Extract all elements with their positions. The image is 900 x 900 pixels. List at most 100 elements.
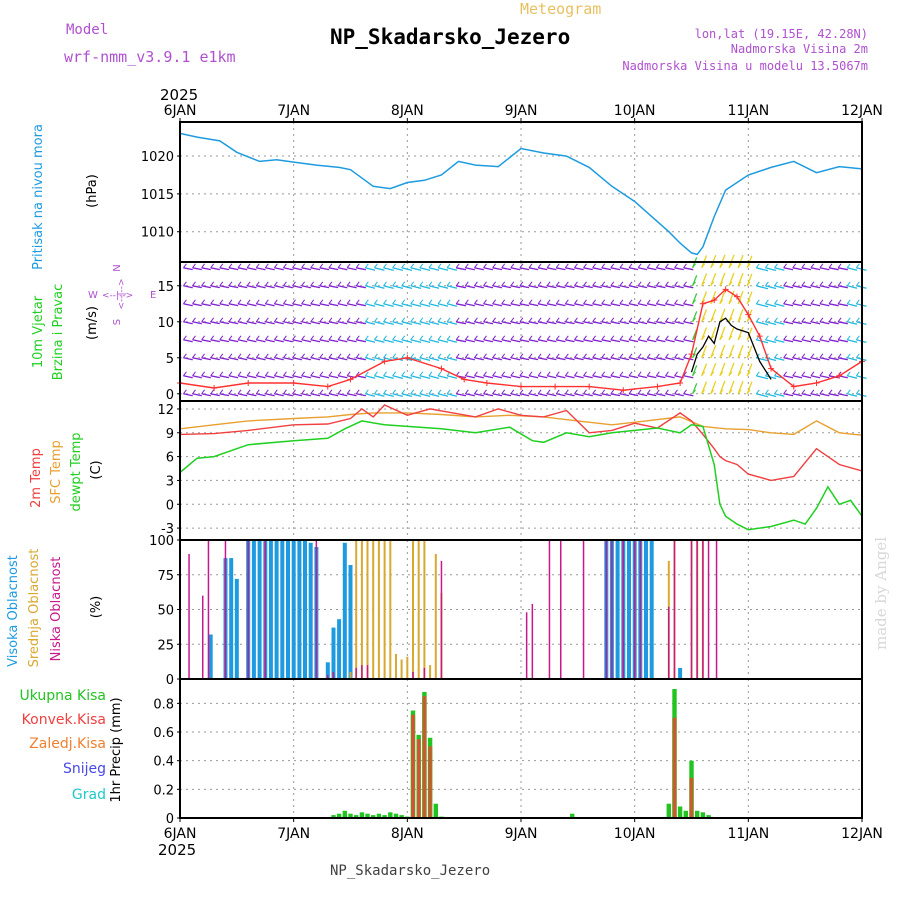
wind-barb-flag <box>310 335 315 341</box>
wind-barb-flag <box>355 371 360 377</box>
wind-barb-flag <box>828 299 833 305</box>
wind-barb-flag <box>501 281 506 287</box>
wind-barb-flag <box>401 299 406 305</box>
wind-barb-flag <box>728 299 733 305</box>
wind-barb <box>737 380 744 395</box>
precip-convective-line <box>690 777 693 818</box>
wind-barb <box>301 357 312 361</box>
wind-barb-flag <box>364 317 369 323</box>
wind-barb-flag <box>837 353 842 359</box>
wind-barb <box>474 339 484 343</box>
wind-barb-flag <box>328 389 333 395</box>
cloud-bar-high <box>291 540 296 679</box>
wind-barb-flag <box>419 371 424 377</box>
wind-barb <box>719 308 726 323</box>
wind-barb <box>256 303 266 307</box>
wind-barb-flag <box>373 353 378 359</box>
cloud-bar-mid <box>406 656 409 679</box>
temp-2m-axis-label: 2m Temp <box>29 448 44 508</box>
wind-barb-flag <box>719 371 724 377</box>
wind-barb <box>556 357 566 361</box>
cloud-bar-low <box>673 540 676 679</box>
wind-barb <box>656 393 666 397</box>
wind-barb <box>574 321 584 325</box>
wind-barb <box>210 393 220 397</box>
wind-barb-flag <box>292 371 296 377</box>
meteogram-label: Meteogram <box>520 0 601 18</box>
wind-barb-flag <box>837 389 842 395</box>
wind-barb-flag <box>610 263 615 269</box>
wind-barb-flag <box>255 389 260 395</box>
wind-barb-flag <box>728 335 733 341</box>
wind-barb-flag <box>692 353 696 359</box>
wind-barb-flag <box>383 281 387 287</box>
wind-barb <box>501 375 512 379</box>
wind-barb-flag <box>674 317 678 323</box>
wind-barb <box>619 321 630 325</box>
wind-barb <box>465 303 475 307</box>
wind-barb-flag <box>392 299 397 305</box>
wind-barb-flag <box>446 389 451 395</box>
wind-barb <box>665 267 675 271</box>
wind-barb <box>619 339 630 343</box>
wind-barb <box>810 357 821 361</box>
wind-barb <box>683 339 694 343</box>
wind-barb <box>465 321 475 325</box>
wind-barb <box>710 380 717 395</box>
wind-barb <box>510 321 521 325</box>
wind-barb <box>819 393 830 397</box>
wind-barb <box>637 267 648 271</box>
wind-barb <box>292 357 303 361</box>
wind-barb-flag <box>510 263 515 269</box>
wind-barb-flag <box>519 335 524 341</box>
y-tick-label: 6 <box>166 451 174 466</box>
wind-barb-flag <box>783 353 787 359</box>
wind-barb <box>528 285 539 289</box>
wind-barb-flag <box>710 263 715 269</box>
wind-barb-flag <box>828 335 833 341</box>
wind-barb <box>637 375 648 379</box>
wind-barb-flag <box>528 317 533 323</box>
wind-barb-flag <box>464 335 469 341</box>
wind-barb-flag <box>492 389 497 395</box>
wind-barb <box>601 303 611 307</box>
x-tick-label-bottom: 9JAN <box>505 826 538 842</box>
wind-barb <box>392 339 404 344</box>
wind-barb-flag <box>701 353 706 359</box>
wind-barb <box>437 303 449 307</box>
wind-barb <box>746 273 753 287</box>
cloud-bar-low <box>702 540 704 679</box>
wind-barb-flag <box>246 389 251 395</box>
wind-barb <box>783 285 794 289</box>
wind-barb <box>356 339 366 343</box>
wind-barb <box>674 321 684 325</box>
wind-barb-flag <box>410 281 415 287</box>
wind-barb <box>665 393 675 397</box>
wind-barb-flag <box>637 353 642 359</box>
cloud-bar-low <box>690 540 693 679</box>
wind-barb <box>828 339 839 343</box>
wind-barb <box>592 339 602 343</box>
wind-barb-flag <box>328 299 333 305</box>
wind-barb-flag <box>574 299 578 305</box>
wind-barb-flag <box>665 281 669 287</box>
wind-barb <box>592 303 602 307</box>
wind-barb <box>319 303 330 307</box>
wind-barb-flag <box>546 371 551 377</box>
cloud-bar-high <box>303 540 307 679</box>
y-tick-label: 0.2 <box>153 783 174 798</box>
wind-barb <box>801 393 812 397</box>
wind-barb <box>792 285 803 289</box>
wind-barb <box>828 357 839 361</box>
label-layer: 6JAN 6JAN 7JAN 7JAN 8JAN 8JAN 9JAN 9JAN 10JAN 10J… <box>6 103 883 842</box>
wind-barb <box>383 321 394 326</box>
wind-barb-flag <box>182 281 187 287</box>
wind-barb <box>610 393 621 397</box>
wind-barb <box>837 321 848 325</box>
wind-barb <box>610 285 621 289</box>
wind-barb-flag <box>501 389 506 395</box>
wind-speed-marker <box>245 379 252 386</box>
wind-barb-flag <box>755 371 760 377</box>
wind-barb <box>665 303 675 307</box>
